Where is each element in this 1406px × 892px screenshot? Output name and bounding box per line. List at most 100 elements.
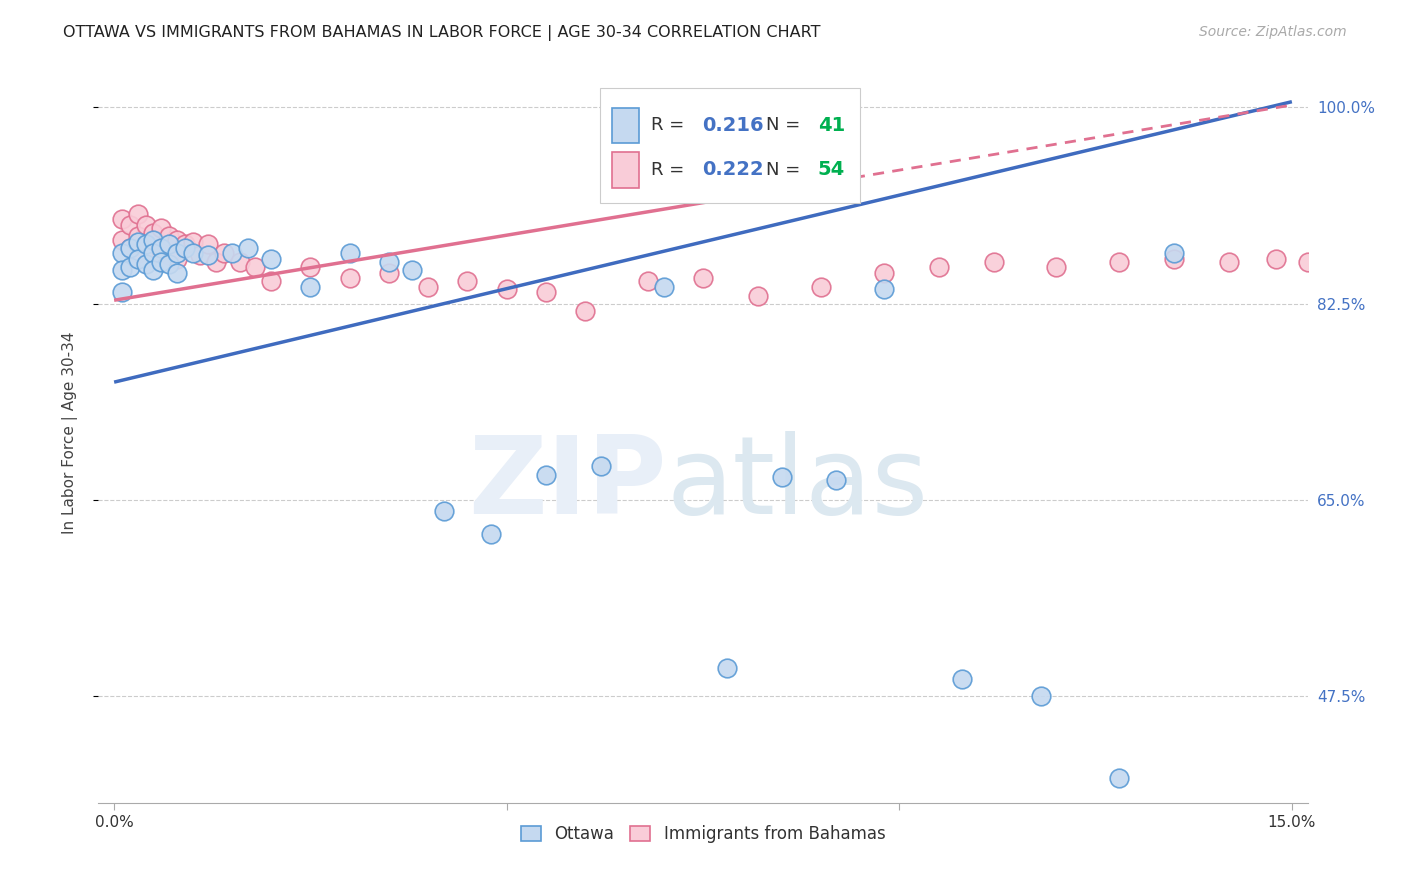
- Point: [534, 468, 557, 483]
- Point: [166, 266, 188, 280]
- Text: ZIP: ZIP: [468, 432, 666, 538]
- Bar: [613, 108, 638, 143]
- Point: [339, 270, 361, 285]
- Point: [299, 280, 322, 294]
- Text: N =: N =: [766, 161, 806, 178]
- Text: R =: R =: [651, 116, 690, 135]
- Point: [118, 240, 141, 255]
- Text: R =: R =: [651, 161, 690, 178]
- FancyBboxPatch shape: [600, 88, 860, 203]
- Point: [150, 221, 173, 235]
- Point: [1045, 260, 1067, 274]
- Point: [1029, 690, 1052, 704]
- Text: 0.222: 0.222: [702, 161, 763, 179]
- Bar: [613, 152, 638, 187]
- Point: [173, 240, 195, 255]
- Point: [260, 274, 283, 288]
- Point: [950, 673, 973, 687]
- Point: [983, 255, 1005, 269]
- Point: [1320, 248, 1343, 262]
- Text: 41: 41: [818, 116, 845, 135]
- Point: [135, 237, 157, 252]
- Point: [118, 240, 141, 255]
- Point: [1163, 252, 1185, 266]
- Point: [495, 282, 517, 296]
- Point: [127, 229, 149, 244]
- Point: [652, 280, 675, 294]
- Point: [118, 260, 141, 274]
- Point: [142, 226, 165, 240]
- Point: [212, 246, 235, 260]
- Y-axis label: In Labor Force | Age 30-34: In Labor Force | Age 30-34: [62, 331, 77, 534]
- Point: [810, 280, 832, 294]
- Point: [1108, 255, 1130, 269]
- Point: [135, 218, 157, 232]
- Point: [142, 233, 165, 247]
- Text: OTTAWA VS IMMIGRANTS FROM BAHAMAS IN LABOR FORCE | AGE 30-34 CORRELATION CHART: OTTAWA VS IMMIGRANTS FROM BAHAMAS IN LAB…: [63, 25, 821, 41]
- Point: [166, 252, 188, 266]
- Point: [127, 207, 149, 221]
- Point: [135, 237, 157, 252]
- Point: [692, 270, 714, 285]
- Point: [825, 473, 848, 487]
- Point: [479, 526, 502, 541]
- Point: [574, 304, 596, 318]
- Point: [1399, 252, 1406, 266]
- Point: [534, 285, 557, 300]
- Point: [637, 274, 659, 288]
- Point: [928, 260, 950, 274]
- Point: [1108, 771, 1130, 785]
- Point: [872, 266, 894, 280]
- Point: [260, 252, 283, 266]
- Point: [245, 260, 267, 274]
- Point: [339, 246, 361, 260]
- Point: [433, 504, 456, 518]
- Point: [456, 274, 478, 288]
- Point: [418, 280, 440, 294]
- Point: [111, 285, 134, 300]
- Point: [127, 235, 149, 249]
- Point: [157, 248, 180, 262]
- Point: [1344, 255, 1367, 269]
- Point: [181, 246, 204, 260]
- Point: [111, 212, 134, 227]
- Point: [118, 218, 141, 232]
- Point: [166, 246, 188, 260]
- Point: [127, 246, 149, 260]
- Text: atlas: atlas: [666, 432, 929, 538]
- Point: [1163, 246, 1185, 260]
- Point: [716, 661, 738, 675]
- Point: [378, 266, 401, 280]
- Point: [1218, 255, 1240, 269]
- Text: N =: N =: [766, 116, 806, 135]
- Point: [872, 282, 894, 296]
- Point: [229, 255, 252, 269]
- Point: [157, 237, 180, 252]
- Point: [142, 246, 165, 260]
- Point: [157, 229, 180, 244]
- Point: [111, 246, 134, 260]
- Text: 54: 54: [818, 161, 845, 179]
- Point: [401, 263, 423, 277]
- Point: [157, 257, 180, 271]
- Point: [378, 255, 401, 269]
- Point: [127, 252, 149, 266]
- Legend: Ottawa, Immigrants from Bahamas: Ottawa, Immigrants from Bahamas: [513, 819, 893, 850]
- Text: 0.216: 0.216: [702, 116, 763, 135]
- Point: [1265, 252, 1288, 266]
- Text: Source: ZipAtlas.com: Source: ZipAtlas.com: [1199, 25, 1347, 39]
- Point: [150, 240, 173, 255]
- Point: [142, 263, 165, 277]
- Point: [197, 237, 219, 252]
- Point: [142, 246, 165, 260]
- Point: [197, 248, 219, 262]
- Point: [190, 248, 212, 262]
- Point: [150, 255, 173, 269]
- Point: [589, 459, 612, 474]
- Point: [135, 257, 157, 271]
- Point: [1375, 255, 1398, 269]
- Point: [111, 263, 134, 277]
- Point: [150, 244, 173, 258]
- Point: [111, 233, 134, 247]
- Point: [770, 470, 793, 484]
